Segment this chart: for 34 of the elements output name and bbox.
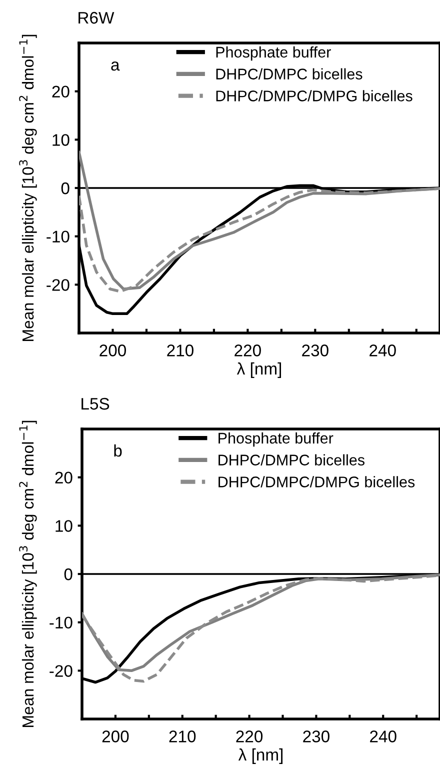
y-axis-title: Mean molar ellipticity [10$^{3}$ deg cm$^{2}$ dmol$^{−1}$] xyxy=(19,34,37,341)
y-tick-label: 20 xyxy=(52,86,70,98)
legend-label: DHPC/DMPC/DMPG bicelles xyxy=(218,476,415,488)
y-tick-label: -10 xyxy=(46,230,70,243)
y-tick-label: 20 xyxy=(55,472,72,484)
legend-label: Phosphate buffer xyxy=(216,46,331,61)
y-tick-label: -20 xyxy=(46,279,70,291)
legend-label: DHPC/DMPC bicelles xyxy=(216,68,362,80)
x-tick-label: 200 xyxy=(102,730,129,742)
y-tick-label: 0 xyxy=(64,568,72,580)
x-tick-label: 210 xyxy=(167,344,194,356)
legend-label: DHPC/DMPC/DMPG bicelles xyxy=(216,90,412,102)
legend-label: Phosphate buffer xyxy=(218,432,334,447)
y-axis-title: Mean molar ellipticity [10$^{3}$ deg cm$^{2}$ dmol$^{−1}$] xyxy=(19,420,37,727)
x-tick-label: 220 xyxy=(234,344,261,356)
x-tick-label: 230 xyxy=(303,730,330,742)
y-tick-label: 0 xyxy=(61,182,70,194)
x-tick-label: 230 xyxy=(302,344,328,356)
y-tick-label: 10 xyxy=(52,134,70,146)
x-tick-label: 200 xyxy=(100,344,126,356)
x-tick-label: 240 xyxy=(370,344,396,356)
y-tick-label: -10 xyxy=(50,616,72,629)
annotation: a xyxy=(111,62,120,71)
x-axis-title: λ [nm] xyxy=(238,748,282,764)
x-axis-title: λ [nm] xyxy=(236,362,281,378)
x-tick-label: 210 xyxy=(169,730,196,742)
y-tick-label: -20 xyxy=(50,665,72,677)
annotation: b xyxy=(114,444,122,457)
x-tick-label: 240 xyxy=(370,730,396,742)
chart-title: R6W xyxy=(78,12,114,24)
x-tick-label: 220 xyxy=(236,730,263,742)
chart-title: L5S xyxy=(82,398,110,410)
y-tick-label: 10 xyxy=(56,520,72,532)
legend-label: DHPC/DMPC bicelles xyxy=(218,454,364,466)
